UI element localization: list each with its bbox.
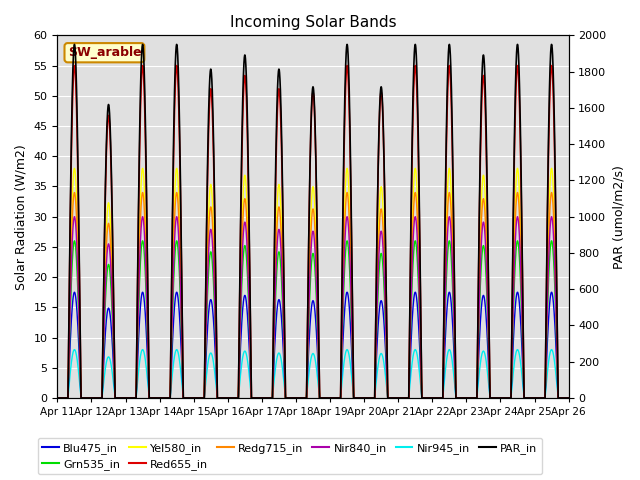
Y-axis label: Solar Radiation (W/m2): Solar Radiation (W/m2)	[15, 144, 28, 289]
Text: SW_arable: SW_arable	[68, 46, 141, 59]
Title: Incoming Solar Bands: Incoming Solar Bands	[230, 15, 396, 30]
Legend: Blu475_in, Grn535_in, Yel580_in, Red655_in, Redg715_in, Nir840_in, Nir945_in, PA: Blu475_in, Grn535_in, Yel580_in, Red655_…	[38, 438, 542, 474]
Y-axis label: PAR (umol/m2/s): PAR (umol/m2/s)	[612, 165, 625, 269]
